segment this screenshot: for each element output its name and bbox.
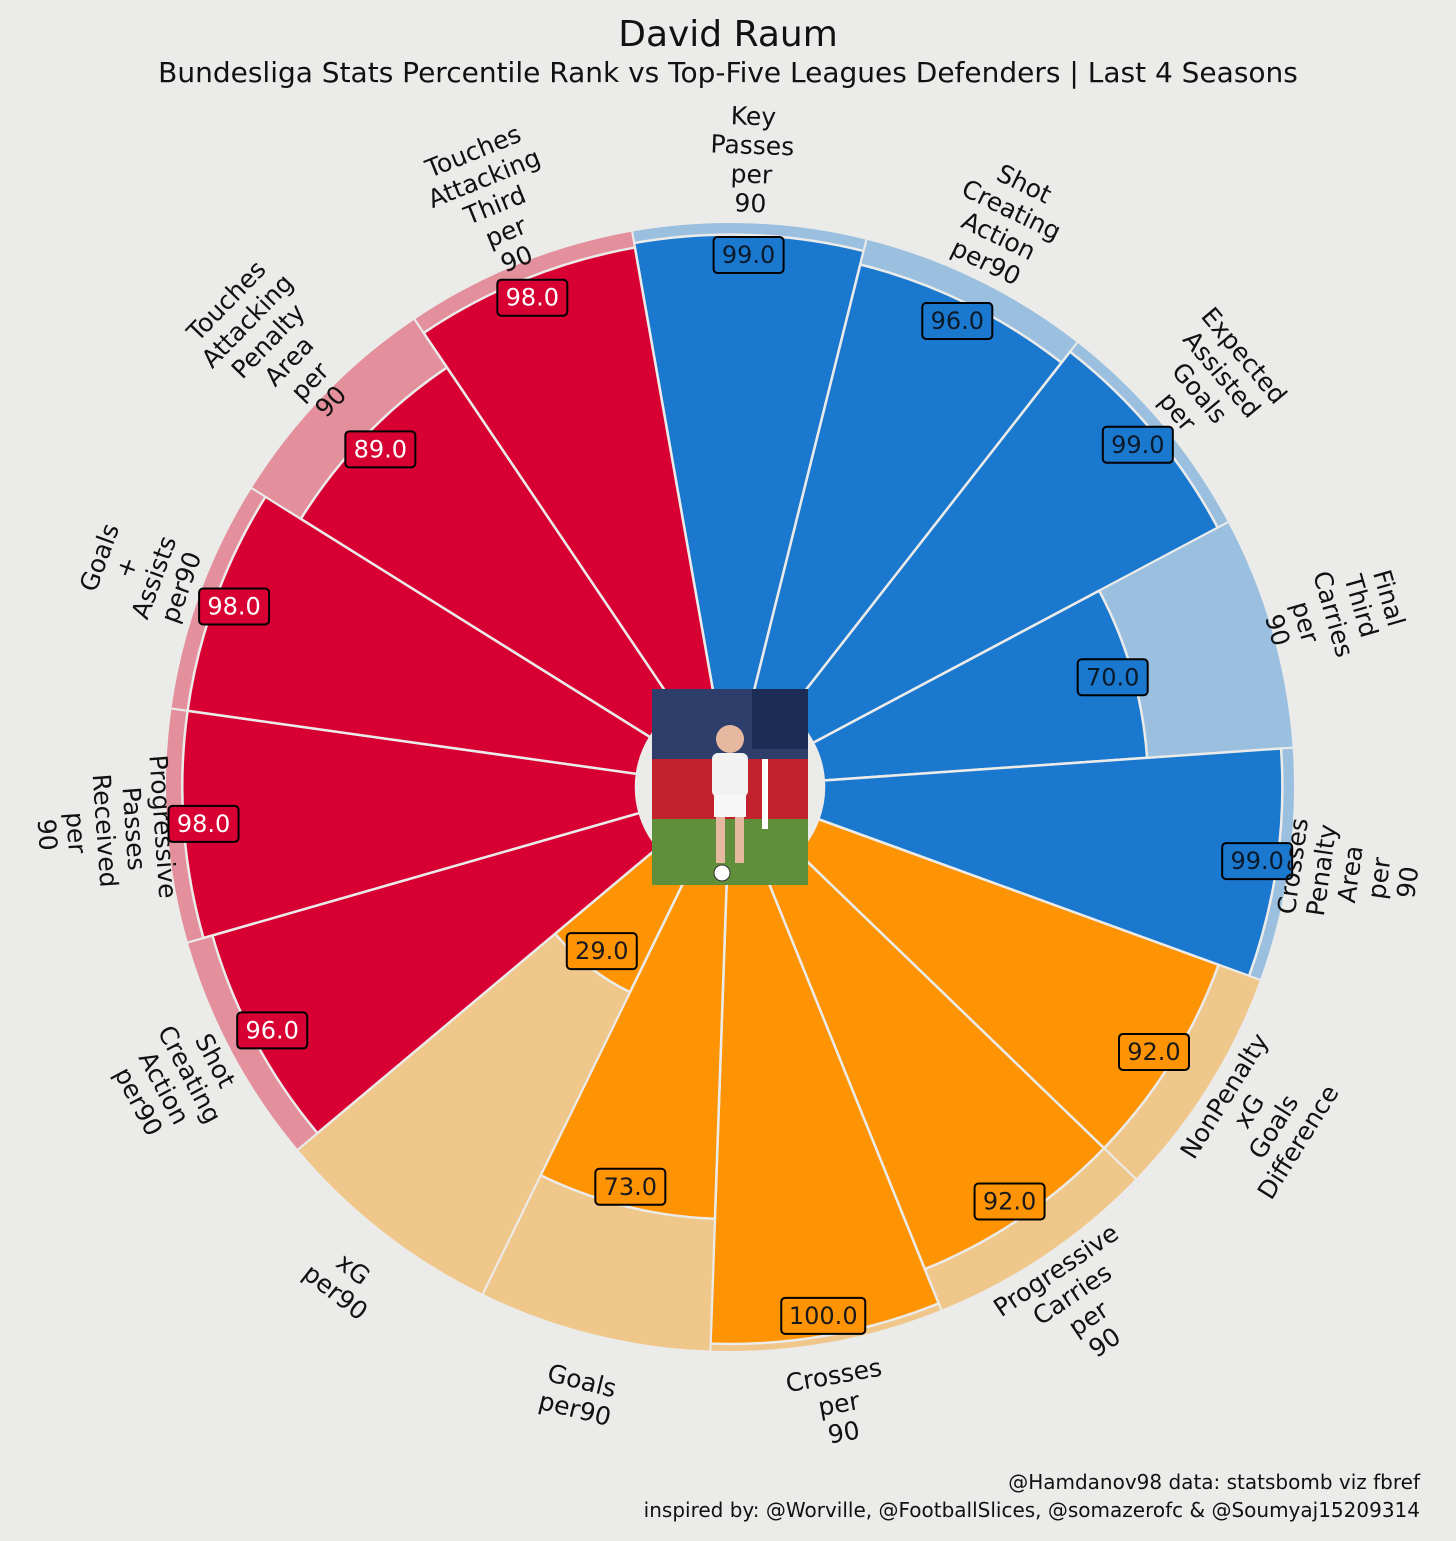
category-label: ExpectedAssistedGoalsper [1129, 302, 1293, 466]
category-label: Goalsper90 [536, 1358, 621, 1432]
svg-text:98.0: 98.0 [506, 284, 559, 312]
value-label: 98.0 [496, 278, 569, 317]
svg-text:96.0: 96.0 [245, 1016, 298, 1044]
svg-text:92.0: 92.0 [1127, 1038, 1180, 1066]
category-label: Goals+Assistsper90 [71, 512, 209, 632]
svg-text:98.0: 98.0 [207, 593, 260, 621]
value-label: 99.0 [1101, 425, 1174, 464]
value-label: 99.0 [1221, 842, 1294, 881]
category-label: ProgressivePassesReceivedper90 [28, 754, 183, 908]
category-label: CrossesPenaltyAreaper90 [1272, 816, 1429, 932]
svg-text:89.0: 89.0 [354, 435, 407, 463]
value-label: 92.0 [973, 1182, 1046, 1221]
value-label: 70.0 [1076, 658, 1149, 697]
credits-line: @Hamdanov98 data: statsbomb viz fbref [1008, 1470, 1420, 1494]
inspiration-line: inspired by: @Worville, @FootballSlices,… [643, 1498, 1420, 1522]
svg-text:99.0: 99.0 [1111, 431, 1164, 459]
value-label: 99.0 [712, 235, 785, 274]
value-label: 96.0 [921, 301, 994, 340]
svg-text:99.0: 99.0 [1230, 847, 1283, 875]
player-photo [652, 689, 808, 885]
value-label: 92.0 [1117, 1032, 1190, 1071]
category-label: KeyPassesper90 [708, 100, 796, 219]
value-label: 89.0 [344, 430, 417, 469]
value-label: 98.0 [198, 587, 271, 626]
svg-text:70.0: 70.0 [1086, 663, 1139, 691]
svg-text:29.0: 29.0 [575, 937, 628, 965]
svg-text:92.0: 92.0 [983, 1187, 1036, 1215]
svg-text:73.0: 73.0 [604, 1173, 657, 1201]
value-label: 98.0 [167, 804, 240, 843]
value-label: 73.0 [594, 1167, 667, 1206]
chart-subtitle: Bundesliga Stats Percentile Rank vs Top-… [158, 56, 1298, 89]
svg-text:96.0: 96.0 [931, 307, 984, 335]
category-label: xGper90 [298, 1235, 392, 1326]
svg-text:99.0: 99.0 [722, 241, 775, 269]
category-label: Crossesper90 [784, 1353, 895, 1456]
category-label: TouchesAttackingThirdper90 [413, 116, 577, 295]
value-label: 96.0 [236, 1011, 309, 1050]
svg-text:100.0: 100.0 [789, 1302, 858, 1330]
chart-title: David Raum [618, 14, 838, 55]
value-label: 100.0 [780, 1296, 867, 1335]
svg-text:98.0: 98.0 [177, 810, 230, 838]
chart-footer: @Hamdanov98 data: statsbomb viz fbref in… [644, 1468, 1420, 1524]
value-label: 29.0 [565, 932, 638, 971]
